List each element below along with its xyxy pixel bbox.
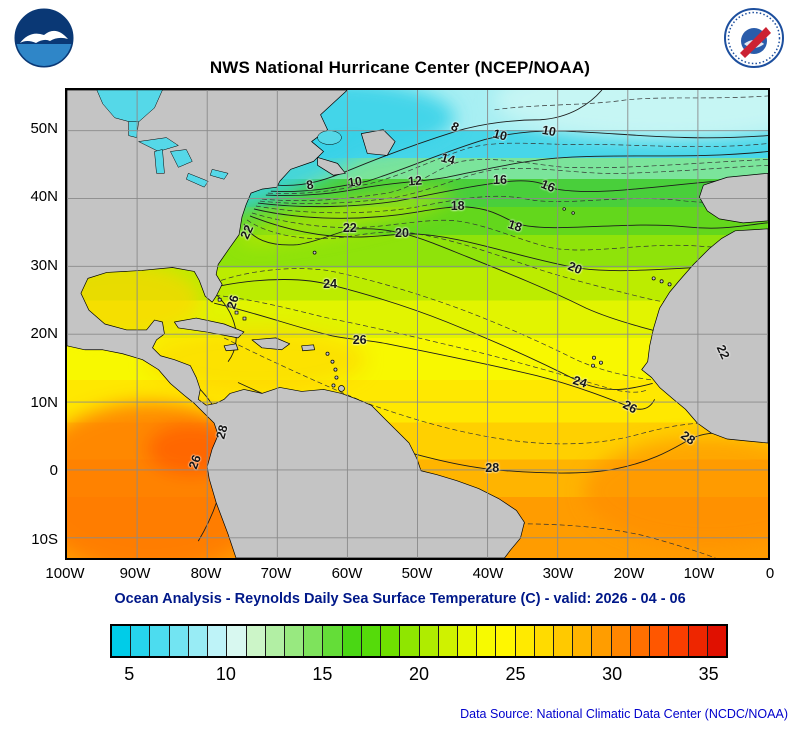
x-axis-label: 60W [331, 565, 363, 582]
x-axis-label: 70W [260, 565, 292, 582]
landmasses [67, 90, 768, 558]
x-axis-label: 40W [472, 565, 504, 582]
colorbar-segment [245, 626, 265, 656]
colorbar-segment [112, 626, 131, 656]
colorbar-segment [476, 626, 496, 656]
colorbar-segment [187, 626, 208, 656]
colorbar-segment [207, 626, 227, 656]
colorbar-segment [360, 626, 381, 656]
colorbar-segment [514, 626, 534, 656]
lakes [96, 90, 342, 188]
x-axis-label: 0 [765, 565, 775, 582]
y-axis-label: 30N [30, 257, 58, 274]
y-axis-label: 20N [30, 325, 58, 342]
colorbar-tick-label: 10 [215, 664, 236, 684]
data-source-note: Data Source: National Climatic Data Cent… [460, 707, 788, 721]
colorbar-segment [495, 626, 515, 656]
colorbar-segment [264, 626, 284, 656]
colorbar-segment [553, 626, 573, 656]
colorbar-tick-label: 35 [698, 664, 719, 684]
colorbar-segment [130, 626, 150, 656]
x-axis-label: 50W [401, 565, 433, 582]
x-axis-label: 80W [190, 565, 222, 582]
colorbar-segment [399, 626, 419, 656]
x-axis-label: 20W [613, 565, 645, 582]
colorbar-tick-label: 30 [602, 664, 623, 684]
latlon-grid [67, 90, 768, 558]
x-axis-label: 100W [45, 565, 85, 582]
noaa-seal-graphic [14, 8, 74, 68]
colorbar-segment [533, 626, 554, 656]
colorbar-ticks: 5 10 15 20 25 30 35 [110, 664, 728, 690]
colorbar-segment [610, 626, 630, 656]
colorbar-tick-label: 20 [408, 664, 430, 684]
y-axis-label: 10N [30, 394, 58, 411]
colorbar-segment [341, 626, 361, 656]
y-axis-label: 50N [30, 120, 58, 137]
colorbar-segment [572, 626, 592, 656]
colorbar-gradient [110, 624, 728, 658]
colorbar-segment [149, 626, 169, 656]
colorbar-segment [629, 626, 650, 656]
x-axis-label: 30W [542, 565, 574, 582]
colorbar-segment [322, 626, 342, 656]
y-axis-label: 0 [49, 462, 58, 479]
colorbar-tick-label: 15 [312, 664, 333, 684]
colorbar-tick-label: 25 [505, 664, 526, 684]
y-axis-label: 10S [31, 531, 58, 548]
colorbar-segment [283, 626, 304, 656]
colorbar-segment [168, 626, 188, 656]
isotherm-contours [197, 90, 768, 542]
noaa-seal-icon [14, 8, 74, 68]
colorbar-segment [649, 626, 669, 656]
colorbar-segment [668, 626, 688, 656]
colorbar-tick-label: 5 [124, 664, 135, 684]
colorbar-segment [303, 626, 323, 656]
page-title: NWS National Hurricane Center (NCEP/NOAA… [209, 58, 591, 77]
map-subtitle: Ocean Analysis - Reynolds Daily Sea Surf… [114, 591, 686, 607]
nws-seal-icon [724, 8, 784, 68]
colorbar-segment [437, 626, 457, 656]
colorbar-segment [456, 626, 477, 656]
nws-seal-graphic [724, 8, 784, 68]
colorbar-segment [226, 626, 246, 656]
colorbar-segment [687, 626, 707, 656]
colorbar-segment [380, 626, 400, 656]
x-axis-label: 90W [119, 565, 151, 582]
x-axis-label: 10W [683, 565, 715, 582]
y-axis-label: 40N [30, 188, 58, 205]
sst-map [65, 88, 770, 560]
colorbar-segment [706, 626, 726, 656]
colorbar-segment [591, 626, 611, 656]
colorbar-segment [418, 626, 438, 656]
sst-map-graphic [67, 90, 768, 558]
